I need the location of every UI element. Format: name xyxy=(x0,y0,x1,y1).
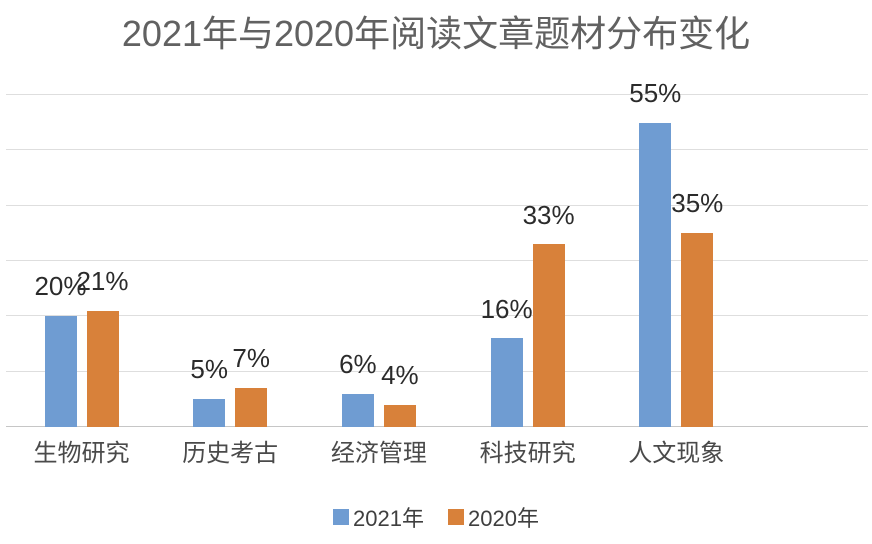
value-label-2020年-经济管理: 4% xyxy=(381,359,419,390)
legend-swatch-icon xyxy=(448,509,464,525)
category-label-人文现象: 人文现象 xyxy=(628,440,725,467)
gridline xyxy=(6,204,868,206)
legend-label: 2021年 xyxy=(353,506,424,531)
legend-item-2021年: 2021年 xyxy=(333,501,424,533)
bar-2020年-经济管理 xyxy=(383,404,416,427)
legend-label: 2020年 xyxy=(468,506,539,531)
bar-2021年-人文现象 xyxy=(639,122,672,427)
bar-2020年-历史考古 xyxy=(235,388,268,427)
value-label-2020年-历史考古: 7% xyxy=(232,343,270,374)
legend-swatch-icon xyxy=(333,509,350,525)
bar-2021年-经济管理 xyxy=(341,393,374,427)
gridline xyxy=(6,260,868,261)
gridline xyxy=(6,149,868,151)
value-label-2021年-科技研究: 16% xyxy=(480,293,533,324)
gridline xyxy=(6,94,868,95)
legend-item-2020年: 2020年 xyxy=(448,501,539,533)
category-label-历史考古: 历史考古 xyxy=(182,440,279,467)
chart-title: 2021年与2020年阅读文章题材分布变化 xyxy=(121,13,751,54)
value-label-2020年-生物研究: 21% xyxy=(76,265,129,296)
gridline xyxy=(6,315,868,317)
gridline xyxy=(6,370,868,372)
bar-2020年-生物研究 xyxy=(86,310,119,427)
plot-area: 20% 5% 6% 16% 55% 21% 7% 4% 33% 35% xyxy=(6,78,868,427)
value-label-2021年-人文现象: 55% xyxy=(629,77,682,108)
bar-2021年-生物研究 xyxy=(44,316,77,427)
x-axis-line xyxy=(6,426,868,427)
bar-2021年-科技研究 xyxy=(490,338,523,427)
category-axis: 生物研究 历史考古 经济管理 科技研究 人文现象 xyxy=(6,438,868,470)
bar-2020年-科技研究 xyxy=(532,244,565,427)
category-label-生物研究: 生物研究 xyxy=(33,440,130,467)
value-label-2021年-历史考古: 5% xyxy=(190,354,228,385)
legend: 2021年 2020年 xyxy=(0,501,872,533)
category-label-科技研究: 科技研究 xyxy=(479,440,576,467)
bar-2020年-人文现象 xyxy=(681,233,714,427)
value-label-2021年-经济管理: 6% xyxy=(339,348,377,379)
value-label-2020年-科技研究: 33% xyxy=(522,199,575,230)
category-label-经济管理: 经济管理 xyxy=(330,440,427,467)
bar-2021年-历史考古 xyxy=(193,399,226,427)
value-label-2021年-生物研究: 20% xyxy=(34,271,87,302)
value-label-2020年-人文现象: 35% xyxy=(671,188,724,219)
